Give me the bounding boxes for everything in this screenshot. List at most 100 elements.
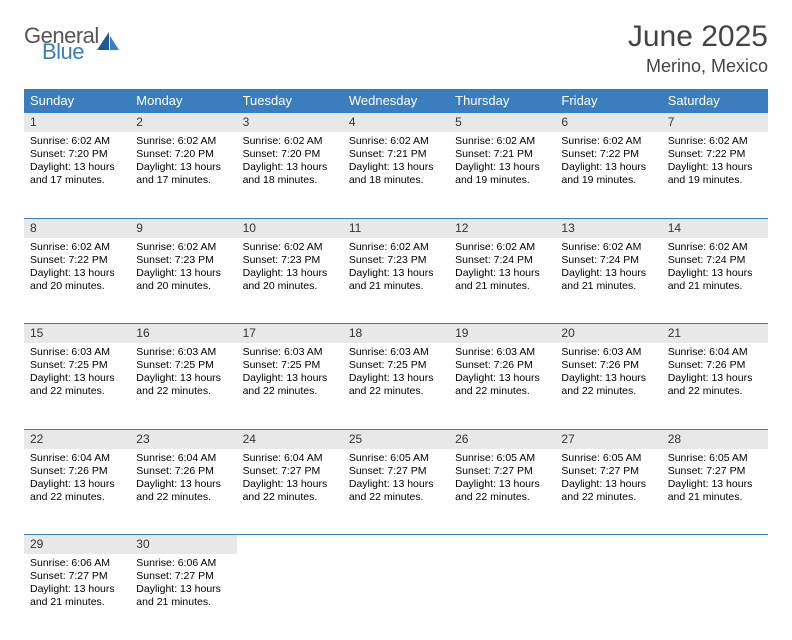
- sunset-line: Sunset: 7:26 PM: [30, 465, 124, 478]
- day-content-cell: Sunrise: 6:04 AMSunset: 7:27 PMDaylight:…: [237, 449, 343, 535]
- sunrise-line: Sunrise: 6:02 AM: [30, 135, 124, 148]
- day-number-cell: 8: [24, 218, 130, 238]
- weekday-header: Monday: [130, 89, 236, 113]
- day-number-cell: 23: [130, 429, 236, 449]
- day-number-cell: 4: [343, 113, 449, 133]
- sunset-line: Sunset: 7:25 PM: [136, 359, 230, 372]
- sunrise-line: Sunrise: 6:04 AM: [136, 452, 230, 465]
- daylight-line: Daylight: 13 hours and 18 minutes.: [243, 161, 337, 187]
- sunrise-line: Sunrise: 6:05 AM: [668, 452, 762, 465]
- daylight-line: Daylight: 13 hours and 20 minutes.: [30, 267, 124, 293]
- sunrise-line: Sunrise: 6:02 AM: [561, 241, 655, 254]
- day-content-cell: Sunrise: 6:02 AMSunset: 7:21 PMDaylight:…: [343, 132, 449, 218]
- daylight-line: Daylight: 13 hours and 22 minutes.: [455, 372, 549, 398]
- daylight-line: Daylight: 13 hours and 22 minutes.: [561, 372, 655, 398]
- day-number-cell: [662, 535, 768, 555]
- daylight-line: Daylight: 13 hours and 21 minutes.: [668, 478, 762, 504]
- day-number-cell: 10: [237, 218, 343, 238]
- day-number-row: 891011121314: [24, 218, 768, 238]
- daylight-line: Daylight: 13 hours and 21 minutes.: [455, 267, 549, 293]
- day-number-cell: [449, 535, 555, 555]
- sunrise-line: Sunrise: 6:02 AM: [136, 241, 230, 254]
- day-content-row: Sunrise: 6:02 AMSunset: 7:20 PMDaylight:…: [24, 132, 768, 218]
- day-content-cell: Sunrise: 6:02 AMSunset: 7:22 PMDaylight:…: [24, 238, 130, 324]
- day-number-cell: 20: [555, 324, 661, 344]
- daylight-line: Daylight: 13 hours and 22 minutes.: [349, 372, 443, 398]
- day-number-cell: [555, 535, 661, 555]
- sunset-line: Sunset: 7:27 PM: [668, 465, 762, 478]
- day-number-row: 2930: [24, 535, 768, 555]
- sunset-line: Sunset: 7:25 PM: [349, 359, 443, 372]
- sunset-line: Sunset: 7:27 PM: [349, 465, 443, 478]
- day-number-row: 15161718192021: [24, 324, 768, 344]
- day-content-cell: Sunrise: 6:02 AMSunset: 7:24 PMDaylight:…: [555, 238, 661, 324]
- sunrise-line: Sunrise: 6:02 AM: [561, 135, 655, 148]
- day-content-cell: Sunrise: 6:03 AMSunset: 7:25 PMDaylight:…: [24, 343, 130, 429]
- daylight-line: Daylight: 13 hours and 22 minutes.: [455, 478, 549, 504]
- sunrise-line: Sunrise: 6:05 AM: [349, 452, 443, 465]
- logo-word-blue: Blue: [24, 42, 99, 62]
- sunset-line: Sunset: 7:24 PM: [561, 254, 655, 267]
- daylight-line: Daylight: 13 hours and 22 minutes.: [349, 478, 443, 504]
- sunrise-line: Sunrise: 6:04 AM: [243, 452, 337, 465]
- day-number-cell: 22: [24, 429, 130, 449]
- sunset-line: Sunset: 7:21 PM: [455, 148, 549, 161]
- daylight-line: Daylight: 13 hours and 20 minutes.: [243, 267, 337, 293]
- weekday-header: Sunday: [24, 89, 130, 113]
- sunrise-line: Sunrise: 6:03 AM: [561, 346, 655, 359]
- day-content-row: Sunrise: 6:03 AMSunset: 7:25 PMDaylight:…: [24, 343, 768, 429]
- weekday-header: Thursday: [449, 89, 555, 113]
- sunset-line: Sunset: 7:25 PM: [243, 359, 337, 372]
- sunrise-line: Sunrise: 6:04 AM: [30, 452, 124, 465]
- calendar-body: 1234567Sunrise: 6:02 AMSunset: 7:20 PMDa…: [24, 113, 768, 640]
- sunset-line: Sunset: 7:20 PM: [243, 148, 337, 161]
- day-content-cell: Sunrise: 6:02 AMSunset: 7:23 PMDaylight:…: [130, 238, 236, 324]
- day-content-cell: Sunrise: 6:05 AMSunset: 7:27 PMDaylight:…: [449, 449, 555, 535]
- day-content-cell: Sunrise: 6:02 AMSunset: 7:22 PMDaylight:…: [555, 132, 661, 218]
- day-content-cell: [662, 554, 768, 640]
- daylight-line: Daylight: 13 hours and 17 minutes.: [136, 161, 230, 187]
- day-content-cell: Sunrise: 6:04 AMSunset: 7:26 PMDaylight:…: [24, 449, 130, 535]
- sunrise-line: Sunrise: 6:02 AM: [30, 241, 124, 254]
- sunrise-line: Sunrise: 6:03 AM: [349, 346, 443, 359]
- day-number-cell: 15: [24, 324, 130, 344]
- day-number-cell: 24: [237, 429, 343, 449]
- day-number-cell: 14: [662, 218, 768, 238]
- sunrise-line: Sunrise: 6:02 AM: [455, 241, 549, 254]
- sunrise-line: Sunrise: 6:05 AM: [455, 452, 549, 465]
- day-content-cell: Sunrise: 6:03 AMSunset: 7:26 PMDaylight:…: [555, 343, 661, 429]
- daylight-line: Daylight: 13 hours and 19 minutes.: [561, 161, 655, 187]
- sunrise-line: Sunrise: 6:02 AM: [243, 135, 337, 148]
- day-content-cell: Sunrise: 6:02 AMSunset: 7:20 PMDaylight:…: [237, 132, 343, 218]
- day-number-cell: 13: [555, 218, 661, 238]
- day-number-cell: 19: [449, 324, 555, 344]
- sunset-line: Sunset: 7:26 PM: [136, 465, 230, 478]
- sunset-line: Sunset: 7:23 PM: [136, 254, 230, 267]
- logo: General Blue: [24, 20, 123, 62]
- sunset-line: Sunset: 7:24 PM: [668, 254, 762, 267]
- day-content-cell: [237, 554, 343, 640]
- daylight-line: Daylight: 13 hours and 22 minutes.: [136, 372, 230, 398]
- day-content-row: Sunrise: 6:04 AMSunset: 7:26 PMDaylight:…: [24, 449, 768, 535]
- day-content-cell: [449, 554, 555, 640]
- day-content-cell: [343, 554, 449, 640]
- daylight-line: Daylight: 13 hours and 22 minutes.: [30, 372, 124, 398]
- sunset-line: Sunset: 7:27 PM: [30, 570, 124, 583]
- sunrise-line: Sunrise: 6:02 AM: [668, 241, 762, 254]
- daylight-line: Daylight: 13 hours and 22 minutes.: [561, 478, 655, 504]
- sunrise-line: Sunrise: 6:03 AM: [136, 346, 230, 359]
- sunset-line: Sunset: 7:22 PM: [30, 254, 124, 267]
- day-content-cell: Sunrise: 6:02 AMSunset: 7:20 PMDaylight:…: [130, 132, 236, 218]
- day-content-cell: Sunrise: 6:02 AMSunset: 7:23 PMDaylight:…: [237, 238, 343, 324]
- day-number-cell: 30: [130, 535, 236, 555]
- day-number-cell: 3: [237, 113, 343, 133]
- sunset-line: Sunset: 7:27 PM: [455, 465, 549, 478]
- day-content-cell: Sunrise: 6:05 AMSunset: 7:27 PMDaylight:…: [662, 449, 768, 535]
- day-number-cell: 5: [449, 113, 555, 133]
- day-content-cell: Sunrise: 6:02 AMSunset: 7:21 PMDaylight:…: [449, 132, 555, 218]
- header: General Blue June 2025 Merino, Mexico: [24, 20, 768, 77]
- daylight-line: Daylight: 13 hours and 19 minutes.: [668, 161, 762, 187]
- daylight-line: Daylight: 13 hours and 21 minutes.: [668, 267, 762, 293]
- logo-text: General Blue: [24, 26, 99, 62]
- day-number-cell: 11: [343, 218, 449, 238]
